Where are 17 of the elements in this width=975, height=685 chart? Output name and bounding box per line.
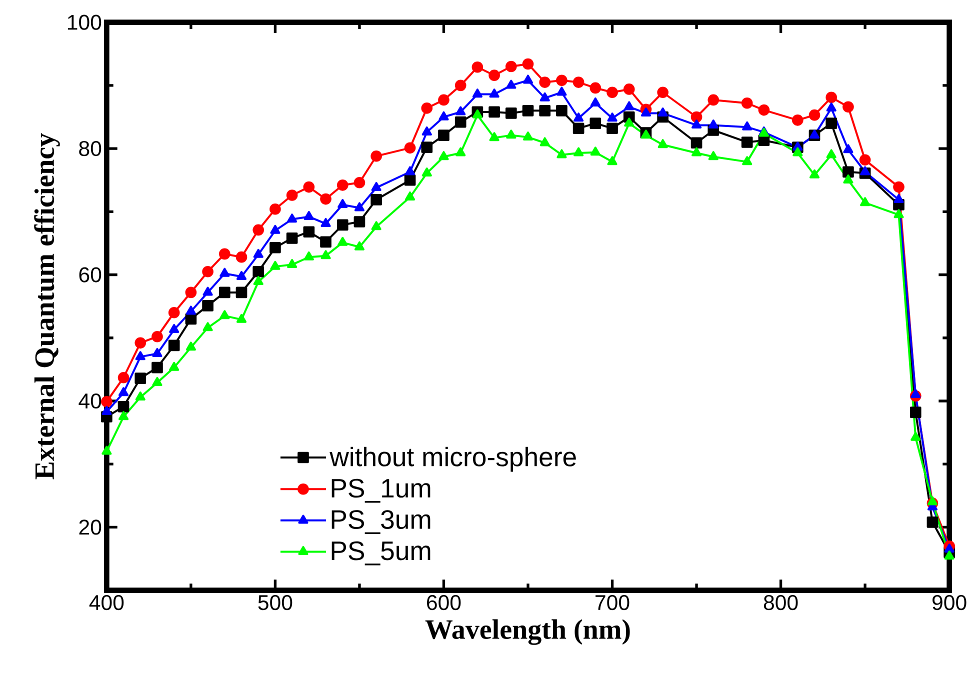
x-axis-title: Wavelength (nm) — [425, 619, 630, 645]
x-tick-label: 800 — [764, 595, 798, 610]
x-tick-label: 600 — [427, 595, 461, 610]
x-tick-label: 900 — [932, 595, 966, 610]
y-axis-title: External Quantum efficiency — [34, 133, 60, 480]
x-tick-label: 700 — [596, 595, 630, 610]
legend-label: PS_3um — [332, 510, 430, 534]
y-tick-label: 100 — [68, 14, 102, 30]
y-tick-label: 20 — [79, 520, 102, 535]
legend-label: PS_1um — [332, 478, 430, 503]
y-tick-label: 40 — [78, 393, 102, 409]
x-tick-label: 500 — [258, 595, 292, 610]
y-tick-label: 80 — [79, 141, 102, 156]
legend-label: PS_5um — [332, 541, 430, 566]
y-tick-label: 60 — [79, 267, 102, 282]
legend-label: without micro-sphere — [330, 446, 576, 472]
x-tick-label: 400 — [89, 595, 124, 610]
